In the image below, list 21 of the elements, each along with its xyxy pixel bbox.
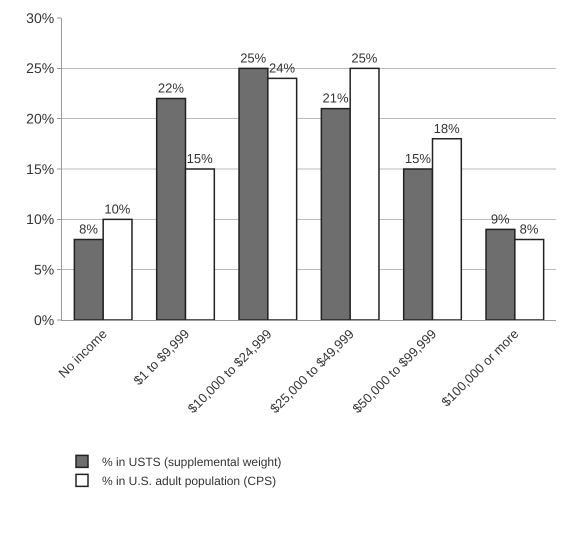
y-tick-label: 15% (26, 160, 54, 177)
data-label: 8% (520, 221, 539, 236)
y-tick-label: 5% (34, 262, 54, 278)
data-label: 25% (240, 50, 267, 66)
data-label: 21% (322, 90, 349, 106)
data-label: 24% (269, 60, 296, 76)
y-tick-label: 10% (26, 211, 54, 228)
data-label: 25% (351, 50, 378, 66)
data-label: 15% (186, 151, 214, 166)
y-tick-label: 20% (26, 110, 54, 127)
data-label: 9% (490, 211, 510, 226)
data-label: 15% (404, 151, 432, 166)
y-tick-label: 30% (26, 10, 54, 26)
y-tick-label: 25% (26, 60, 54, 76)
legend-label: % in USTS (supplemental weight) (102, 455, 282, 470)
data-label: 22% (158, 80, 184, 96)
legend-label: % in U.S. adult population (CPS) (102, 474, 276, 488)
y-tick-label: 0% (34, 312, 54, 328)
data-label: 18% (434, 120, 460, 136)
data-label: 10% (104, 201, 131, 216)
data-label: 8% (79, 221, 98, 236)
